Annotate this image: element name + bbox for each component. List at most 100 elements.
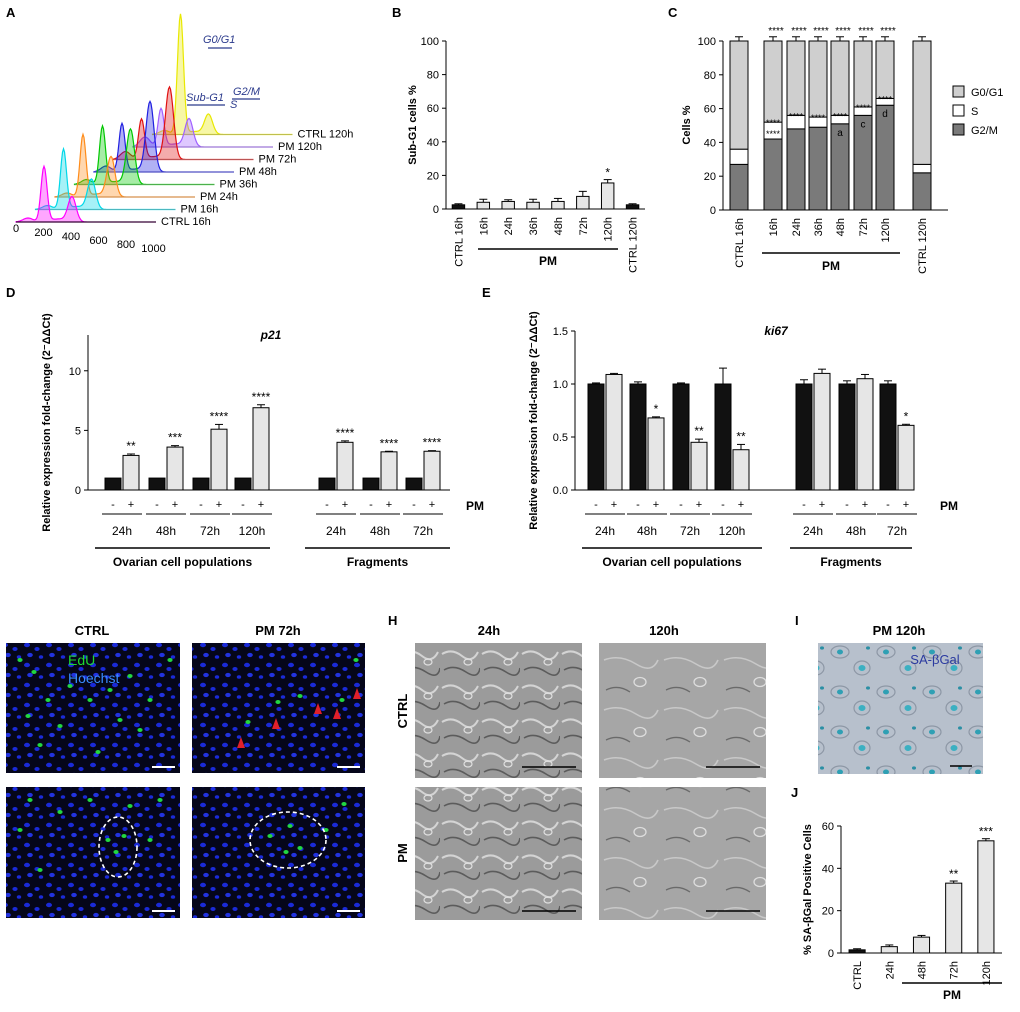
significance-s: ****	[766, 118, 781, 128]
trace-label-3: PM 36h	[220, 179, 258, 191]
bar-ctrl	[104, 477, 122, 491]
group-label-fragments: Fragments	[820, 555, 882, 569]
significance-top: ****	[858, 26, 874, 37]
x-tick-label: CTRL 16h	[734, 218, 746, 268]
i-title: PM 120h	[873, 623, 926, 638]
edu-nucleus	[353, 658, 359, 662]
bar-pm	[252, 407, 270, 491]
edu-nucleus	[267, 834, 273, 838]
time-label: 72h	[200, 524, 220, 538]
group-label-fragments: Fragments	[347, 555, 409, 569]
plus-label: +	[862, 499, 868, 511]
time-label: 48h	[637, 524, 657, 538]
panel-e-chart: 0.0 0.5 1.0 1.5 Relative expression fold-cha…	[528, 311, 958, 569]
annotation-g0g1: G0/G1	[203, 34, 235, 46]
pm-group-label: PM	[822, 259, 840, 273]
bar	[848, 949, 866, 954]
x-tick-label: 120h	[603, 217, 615, 241]
minus-label: -	[636, 499, 640, 511]
time-label: 120h	[239, 524, 266, 538]
bar-ctrl	[148, 477, 166, 491]
a-x-tick-2: 400	[62, 231, 80, 243]
significance-s: ****	[878, 94, 893, 104]
edu-nucleus	[157, 798, 163, 802]
pm-label: PM	[940, 499, 958, 513]
significance-label: ***	[168, 431, 182, 445]
plus-label: +	[819, 499, 825, 511]
y-axis-label: % SA-βGal Positive Cells	[802, 824, 814, 955]
panel-label-b: B	[392, 5, 401, 20]
y-tick-label: 1.5	[553, 326, 568, 338]
x-tick-label: 48h	[917, 961, 929, 979]
red-arrow-3	[314, 703, 322, 714]
bar-pm	[336, 441, 354, 491]
bar-pm	[690, 441, 708, 491]
y-tick-label: 40	[822, 863, 834, 875]
bar	[451, 204, 466, 210]
panel-label-c: C	[668, 5, 678, 20]
edu-nucleus	[121, 834, 127, 838]
edu-nucleus	[45, 698, 51, 702]
significance-label: *	[605, 166, 610, 180]
y-tick-label: 80	[704, 70, 716, 82]
plus-label: +	[653, 499, 659, 511]
significance-label: ***	[979, 825, 993, 839]
y-tick-label: 0.5	[553, 432, 568, 444]
stack-segment	[875, 40, 895, 99]
legend-swatch	[952, 123, 965, 136]
stack-segment	[830, 40, 850, 116]
y-tick-label: 5	[75, 425, 81, 437]
bar	[476, 201, 491, 210]
edu-nucleus	[27, 798, 33, 802]
edu-nucleus	[275, 700, 281, 704]
x-tick-label: 120h	[981, 961, 993, 985]
y-tick-label: 40	[704, 137, 716, 149]
y-tick-label: 0	[433, 204, 439, 216]
image-f-pm	[192, 643, 365, 773]
bar	[880, 946, 898, 954]
x-tick-label: 72h	[578, 217, 590, 235]
significance-label: ****	[423, 436, 442, 450]
trace-label-2: PM 24h	[200, 191, 238, 203]
stack-segment	[875, 104, 895, 211]
time-label: 72h	[680, 524, 700, 538]
y-tick-label: 0	[710, 205, 716, 217]
significance-top: ****	[791, 26, 807, 37]
bar-pm	[122, 454, 140, 491]
edu-nucleus	[113, 850, 119, 854]
label-sagal: SA-βGal	[910, 652, 959, 667]
edu-nucleus	[127, 804, 133, 808]
bar	[600, 182, 615, 210]
significance-s: ****	[833, 111, 848, 121]
bar	[977, 840, 995, 954]
time-label: 72h	[887, 524, 907, 538]
y-axis-label: Relative expression fold-change (2⁻ΔΔCt)	[41, 313, 53, 532]
pm-label: PM	[466, 499, 484, 513]
edu-nucleus	[57, 810, 63, 814]
image-h-pm-120h	[599, 787, 766, 920]
stack-segment	[808, 126, 828, 211]
plus-label: +	[429, 499, 435, 511]
significance-label: **	[949, 867, 959, 881]
chart-title: p21	[260, 328, 282, 342]
trace-label-1: PM 16h	[181, 204, 219, 216]
stack-segment	[763, 138, 783, 211]
time-label: 24h	[112, 524, 132, 538]
trace-label-0: CTRL 16h	[161, 216, 211, 228]
significance-label: *	[654, 402, 659, 416]
x-tick-label: CTRL	[852, 961, 864, 990]
significance-s: ****	[856, 103, 871, 113]
minus-label: -	[886, 499, 890, 511]
edu-nucleus	[31, 670, 37, 674]
stack-segment	[912, 163, 932, 174]
stack-segment	[912, 40, 932, 165]
image-g-pm	[192, 787, 365, 918]
bar-ctrl	[795, 383, 813, 491]
x-tick-label: 72h	[949, 961, 961, 979]
group-label-ovarian: Ovarian cell populations	[602, 555, 742, 569]
bar-ctrl	[318, 477, 336, 491]
significance-label: *	[904, 409, 909, 423]
bar-ctrl	[587, 383, 605, 491]
red-arrows	[237, 688, 361, 748]
stack-segment	[729, 40, 749, 150]
